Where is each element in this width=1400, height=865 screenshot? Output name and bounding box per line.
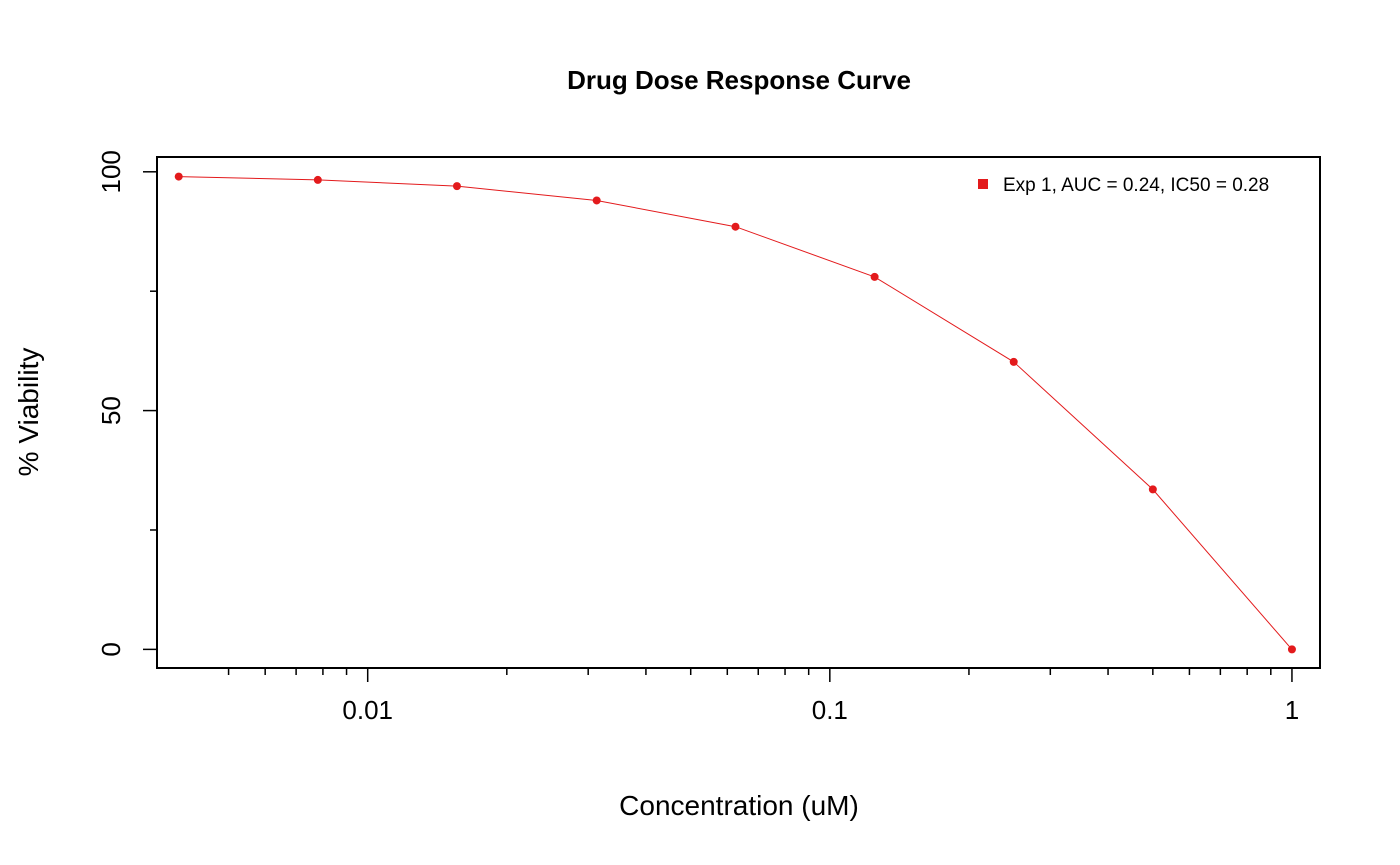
plot-frame [156, 156, 1321, 669]
x-axis: 0.01 0.1 1 [227, 668, 1299, 725]
y-axis: 0 50 100 [96, 150, 157, 657]
x-axis-label: Concentration (uM) [619, 790, 859, 821]
legend: Exp 1, AUC = 0.24, IC50 = 0.28 [978, 175, 1269, 196]
data-point [174, 172, 183, 181]
legend-swatch [978, 179, 988, 189]
data-point [1009, 357, 1018, 366]
series-line [178, 176, 1293, 650]
data-point [1287, 645, 1296, 654]
data-point [731, 222, 740, 231]
data-point [1148, 485, 1157, 494]
chart-title: Drug Dose Response Curve [567, 65, 911, 95]
data-point [452, 182, 461, 191]
series-layer [174, 172, 1296, 654]
y-tick-label: 0 [96, 642, 126, 656]
y-tick-label: 50 [96, 396, 126, 425]
legend-label: Exp 1, AUC = 0.24, IC50 = 0.28 [1003, 175, 1269, 196]
x-tick-label: 1 [1285, 695, 1299, 725]
y-tick-label: 100 [96, 150, 126, 193]
data-point [592, 196, 601, 205]
data-point [313, 175, 322, 184]
x-tick-label: 0.1 [812, 695, 848, 725]
data-point [870, 272, 879, 281]
y-axis-label: % Viability [13, 348, 44, 477]
x-tick-label: 0.01 [342, 695, 393, 725]
